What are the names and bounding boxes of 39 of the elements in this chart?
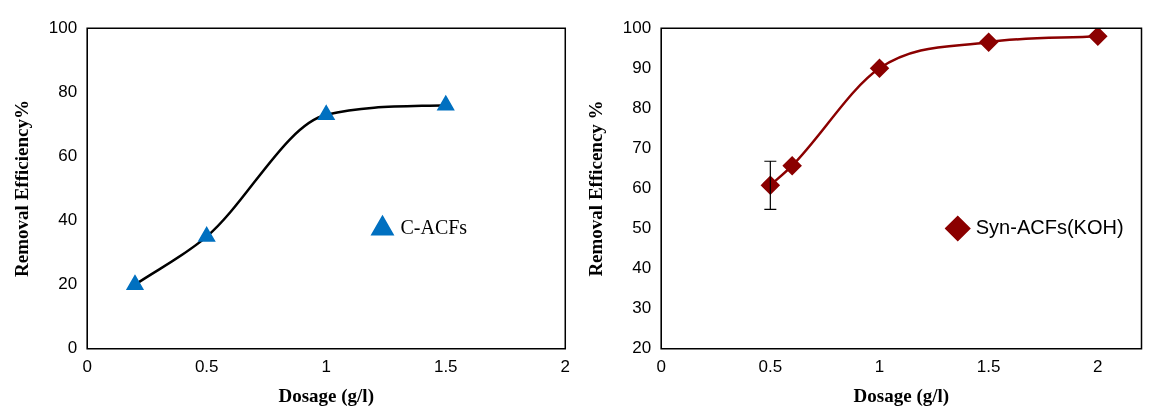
y-axis-title: Removal Efficency % [585,100,607,277]
y-tick-label: 60 [632,178,652,198]
y-tick-label: 80 [58,82,78,102]
x-tick-label: 2 [560,356,571,376]
y-tick-label: 100 [48,17,78,37]
y-tick-label: 60 [58,146,78,166]
y-tick-label: 20 [58,274,78,294]
x-tick-label: 1 [874,356,885,376]
legend-label: C-ACFs [400,215,468,238]
point [437,95,454,111]
point [782,156,802,175]
x-tick-label: 2 [1093,356,1103,376]
y-tick-label: 20 [632,338,652,358]
point [870,59,889,78]
x-tick-label: 0.5 [194,356,219,376]
x-axis-title: Dosage (g/l) [853,384,950,407]
y-tick-label: 70 [632,138,652,158]
y-tick-label: 40 [58,210,78,230]
x-tick-label: 0.5 [758,356,783,376]
x-tick-label: 0 [656,356,666,376]
x-tick-label: 1.5 [976,356,1001,376]
y-tick-label: 100 [622,17,652,37]
x-tick-label: 0 [82,356,92,376]
y-tick-label: 80 [632,98,652,118]
y-tick-label: 50 [632,218,652,238]
point [979,32,998,52]
point [126,275,144,290]
x-tick-label: 1 [321,356,331,376]
point [198,227,215,242]
y-tick-label: 30 [632,298,652,318]
point [318,105,335,121]
y-tick-label: 0 [67,338,78,358]
x-tick-label: 1.5 [433,356,458,376]
y-tick-label: 40 [632,258,652,278]
point [1088,28,1108,46]
legend-label: Syn-ACFs(KOH) [975,216,1124,239]
x-axis-title: Dosage (g/l) [278,384,374,407]
y-tick-label: 90 [632,57,652,77]
y-axis-title: Removal Efficiency% [11,100,33,277]
